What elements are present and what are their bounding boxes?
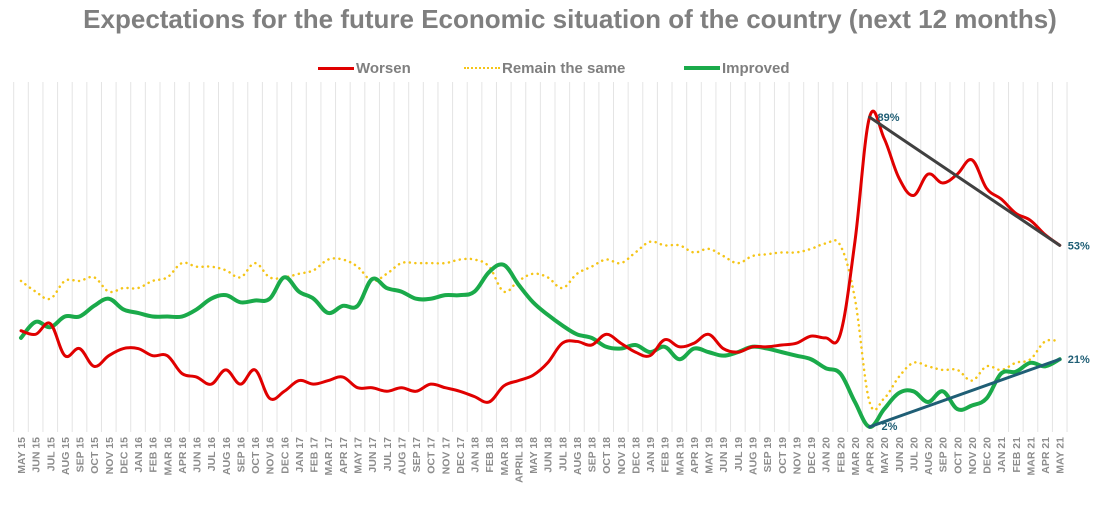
legend-label-remain: Remain the same [502, 59, 626, 77]
legend-swatch-worsen [318, 66, 354, 70]
legend-item-improved: Improved [684, 58, 790, 78]
x-tick-label: JAN 16 [133, 437, 145, 473]
x-tick-label: MAR 17 [323, 437, 335, 476]
annotations: 89% 53% 2% 21% [878, 112, 1090, 433]
x-tick-label: DEC 16 [279, 437, 291, 474]
x-tick-label: JUN 19 [718, 437, 730, 473]
x-tick-label: NOV 15 [104, 437, 116, 475]
x-tick-label: SEP 19 [762, 437, 774, 473]
x-tick-label: OCT 18 [601, 437, 613, 474]
x-tick-label: MAY 15 [16, 437, 28, 474]
x-tick-label: SEP 20 [938, 437, 950, 473]
data-label: 89% [878, 112, 900, 124]
x-tick-label: OCT 15 [89, 437, 101, 474]
x-tick-label: MAY 21 [1055, 437, 1067, 474]
legend-item-worsen: Worsen [318, 58, 411, 78]
gridlines [13, 82, 1068, 432]
x-tick-label: DEC 19 [806, 437, 818, 474]
x-tick-label: MAR 20 [850, 437, 862, 476]
x-tick-label: MAR 21 [1025, 437, 1037, 476]
x-tick-label: SEP 15 [75, 437, 87, 473]
x-tick-label: JAN 21 [996, 437, 1008, 473]
x-tick-label: AUG 16 [221, 437, 233, 475]
x-tick-label: DEC 15 [118, 437, 130, 474]
series-line-remain-the-same [19, 238, 1061, 412]
x-tick-label: DEC 20 [982, 437, 994, 474]
x-tick-label: FEB 18 [484, 437, 496, 473]
data-label: 53% [1068, 240, 1090, 252]
x-tick-label: JUN 20 [894, 437, 906, 473]
x-tick-label: APR 19 [689, 437, 701, 474]
x-tick-label: FEB 21 [1011, 437, 1023, 473]
legend-swatch-remain [464, 67, 500, 69]
x-tick-label: JUL 16 [206, 437, 218, 471]
x-tick-label: NOV 16 [265, 437, 277, 475]
x-tick-label: MAR 16 [162, 437, 174, 476]
x-tick-label: JAN 18 [470, 437, 482, 473]
x-tick-label: AUG 17 [396, 437, 408, 475]
x-tick-label: OCT 17 [426, 437, 438, 474]
x-tick-label: AUG 20 [923, 437, 935, 475]
x-tick-label: NOV 18 [616, 437, 628, 475]
x-tick-label: MAR 19 [674, 437, 686, 476]
x-tick-label: SEP 18 [587, 437, 599, 473]
x-tick-label: DEC 17 [455, 437, 467, 474]
x-tick-label: FEB 19 [660, 437, 672, 473]
x-tick-label: OCT 16 [250, 437, 262, 474]
x-tick-label: SEP 17 [411, 437, 423, 473]
x-tick-label: NOV 19 [791, 437, 803, 475]
x-tick-label: APR 16 [177, 437, 189, 474]
x-tick-label: OCT 20 [952, 437, 964, 474]
x-tick-label: MAY 20 [879, 437, 891, 474]
series-line-worsen [19, 109, 1062, 404]
x-axis-labels: MAY 15 JUN 15 JUL 15 AUG 15 SEP 15 OCT 15 NOV … [16, 437, 1067, 483]
series-lines [19, 109, 1062, 429]
x-tick-label: JUN 17 [367, 437, 379, 473]
x-tick-label: AUG 19 [748, 437, 760, 475]
legend: Worsen Remain the same Improved [0, 58, 1100, 78]
x-tick-label: AUG 15 [60, 437, 72, 475]
data-label: 21% [1068, 354, 1090, 366]
x-tick-label: JUL 20 [908, 437, 920, 471]
x-tick-label: APR 20 [865, 437, 877, 474]
x-tick-label: SEP 16 [235, 437, 247, 473]
series-line-improved [19, 262, 1062, 429]
x-tick-label: MAY 18 [528, 437, 540, 474]
x-tick-label: APRIL 18 [513, 437, 525, 483]
x-tick-label: APR 21 [1040, 437, 1052, 474]
x-tick-label: MAY 17 [352, 437, 364, 474]
trend-line [868, 357, 1062, 429]
x-tick-label: AUG 18 [572, 437, 584, 475]
legend-item-remain: Remain the same [464, 58, 625, 78]
x-tick-label: JUN 18 [543, 437, 555, 473]
x-tick-label: FEB 17 [309, 437, 321, 473]
x-tick-label: JAN 17 [294, 437, 306, 473]
x-tick-label: JUL 19 [733, 437, 745, 471]
x-tick-label: JUN 15 [31, 437, 43, 473]
chart-title: Expectations for the future Economic sit… [83, 4, 1057, 34]
x-tick-label: JUN 16 [192, 437, 204, 473]
trend-line [868, 115, 1062, 247]
legend-label-worsen: Worsen [356, 59, 411, 77]
trend-lines [868, 115, 1062, 429]
x-tick-label: APR 17 [338, 437, 350, 474]
x-tick-label: JAN 19 [645, 437, 657, 473]
x-tick-label: JUL 15 [45, 437, 57, 471]
x-tick-label: JUL 17 [382, 437, 394, 471]
x-tick-label: FEB 20 [835, 437, 847, 473]
x-tick-label: MAR 18 [499, 437, 511, 476]
legend-label-improved: Improved [722, 59, 790, 77]
x-tick-label: OCT 19 [777, 437, 789, 474]
legend-swatch-improved [684, 66, 720, 70]
x-tick-label: MAY 19 [704, 437, 716, 474]
data-label: 2% [882, 421, 898, 433]
x-tick-label: JAN 20 [821, 437, 833, 473]
x-tick-label: NOV 17 [440, 437, 452, 475]
x-tick-label: JUL 18 [557, 437, 569, 471]
x-tick-label: DEC 18 [630, 437, 642, 474]
x-tick-label: FEB 16 [148, 437, 160, 473]
x-tick-label: NOV 20 [967, 437, 979, 475]
